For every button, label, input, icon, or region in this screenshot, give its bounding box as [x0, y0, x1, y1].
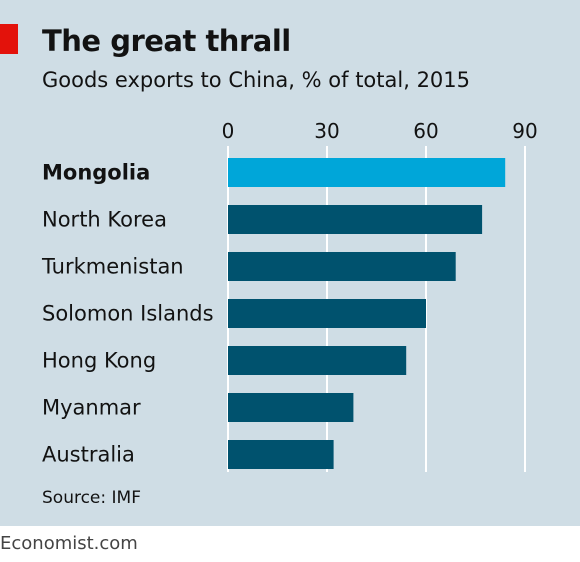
x-tick-label: 0 — [222, 119, 235, 143]
brand-red-tag — [0, 24, 18, 54]
category-label: Solomon Islands — [42, 302, 214, 326]
bar-solomon-islands — [228, 299, 426, 328]
bar-mongolia — [228, 158, 506, 187]
bar-hong-kong — [228, 346, 407, 375]
category-label: Mongolia — [42, 161, 150, 185]
x-tick-label: 90 — [512, 119, 537, 143]
source-note: Source: IMF — [42, 488, 141, 508]
category-label: Turkmenistan — [41, 255, 184, 279]
bar-chart: 0 30 60 90 Mongolia North Korea Turkmenistan So… — [41, 119, 538, 472]
chart-title: The great thrall — [42, 24, 291, 58]
chart-subtitle: Goods exports to China, % of total, 2015 — [42, 68, 471, 92]
x-tick-label: 60 — [413, 119, 438, 143]
x-tick-label: 30 — [314, 119, 339, 143]
brand-footer: Economist.com — [0, 533, 138, 554]
category-label: Hong Kong — [42, 349, 156, 373]
bar-turkmenistan — [228, 252, 456, 281]
bar-north-korea — [228, 205, 483, 234]
category-label: Myanmar — [42, 396, 141, 420]
category-label: Australia — [42, 443, 135, 467]
category-label: North Korea — [42, 208, 167, 232]
bar-myanmar — [228, 393, 354, 422]
bar-australia — [228, 440, 334, 469]
